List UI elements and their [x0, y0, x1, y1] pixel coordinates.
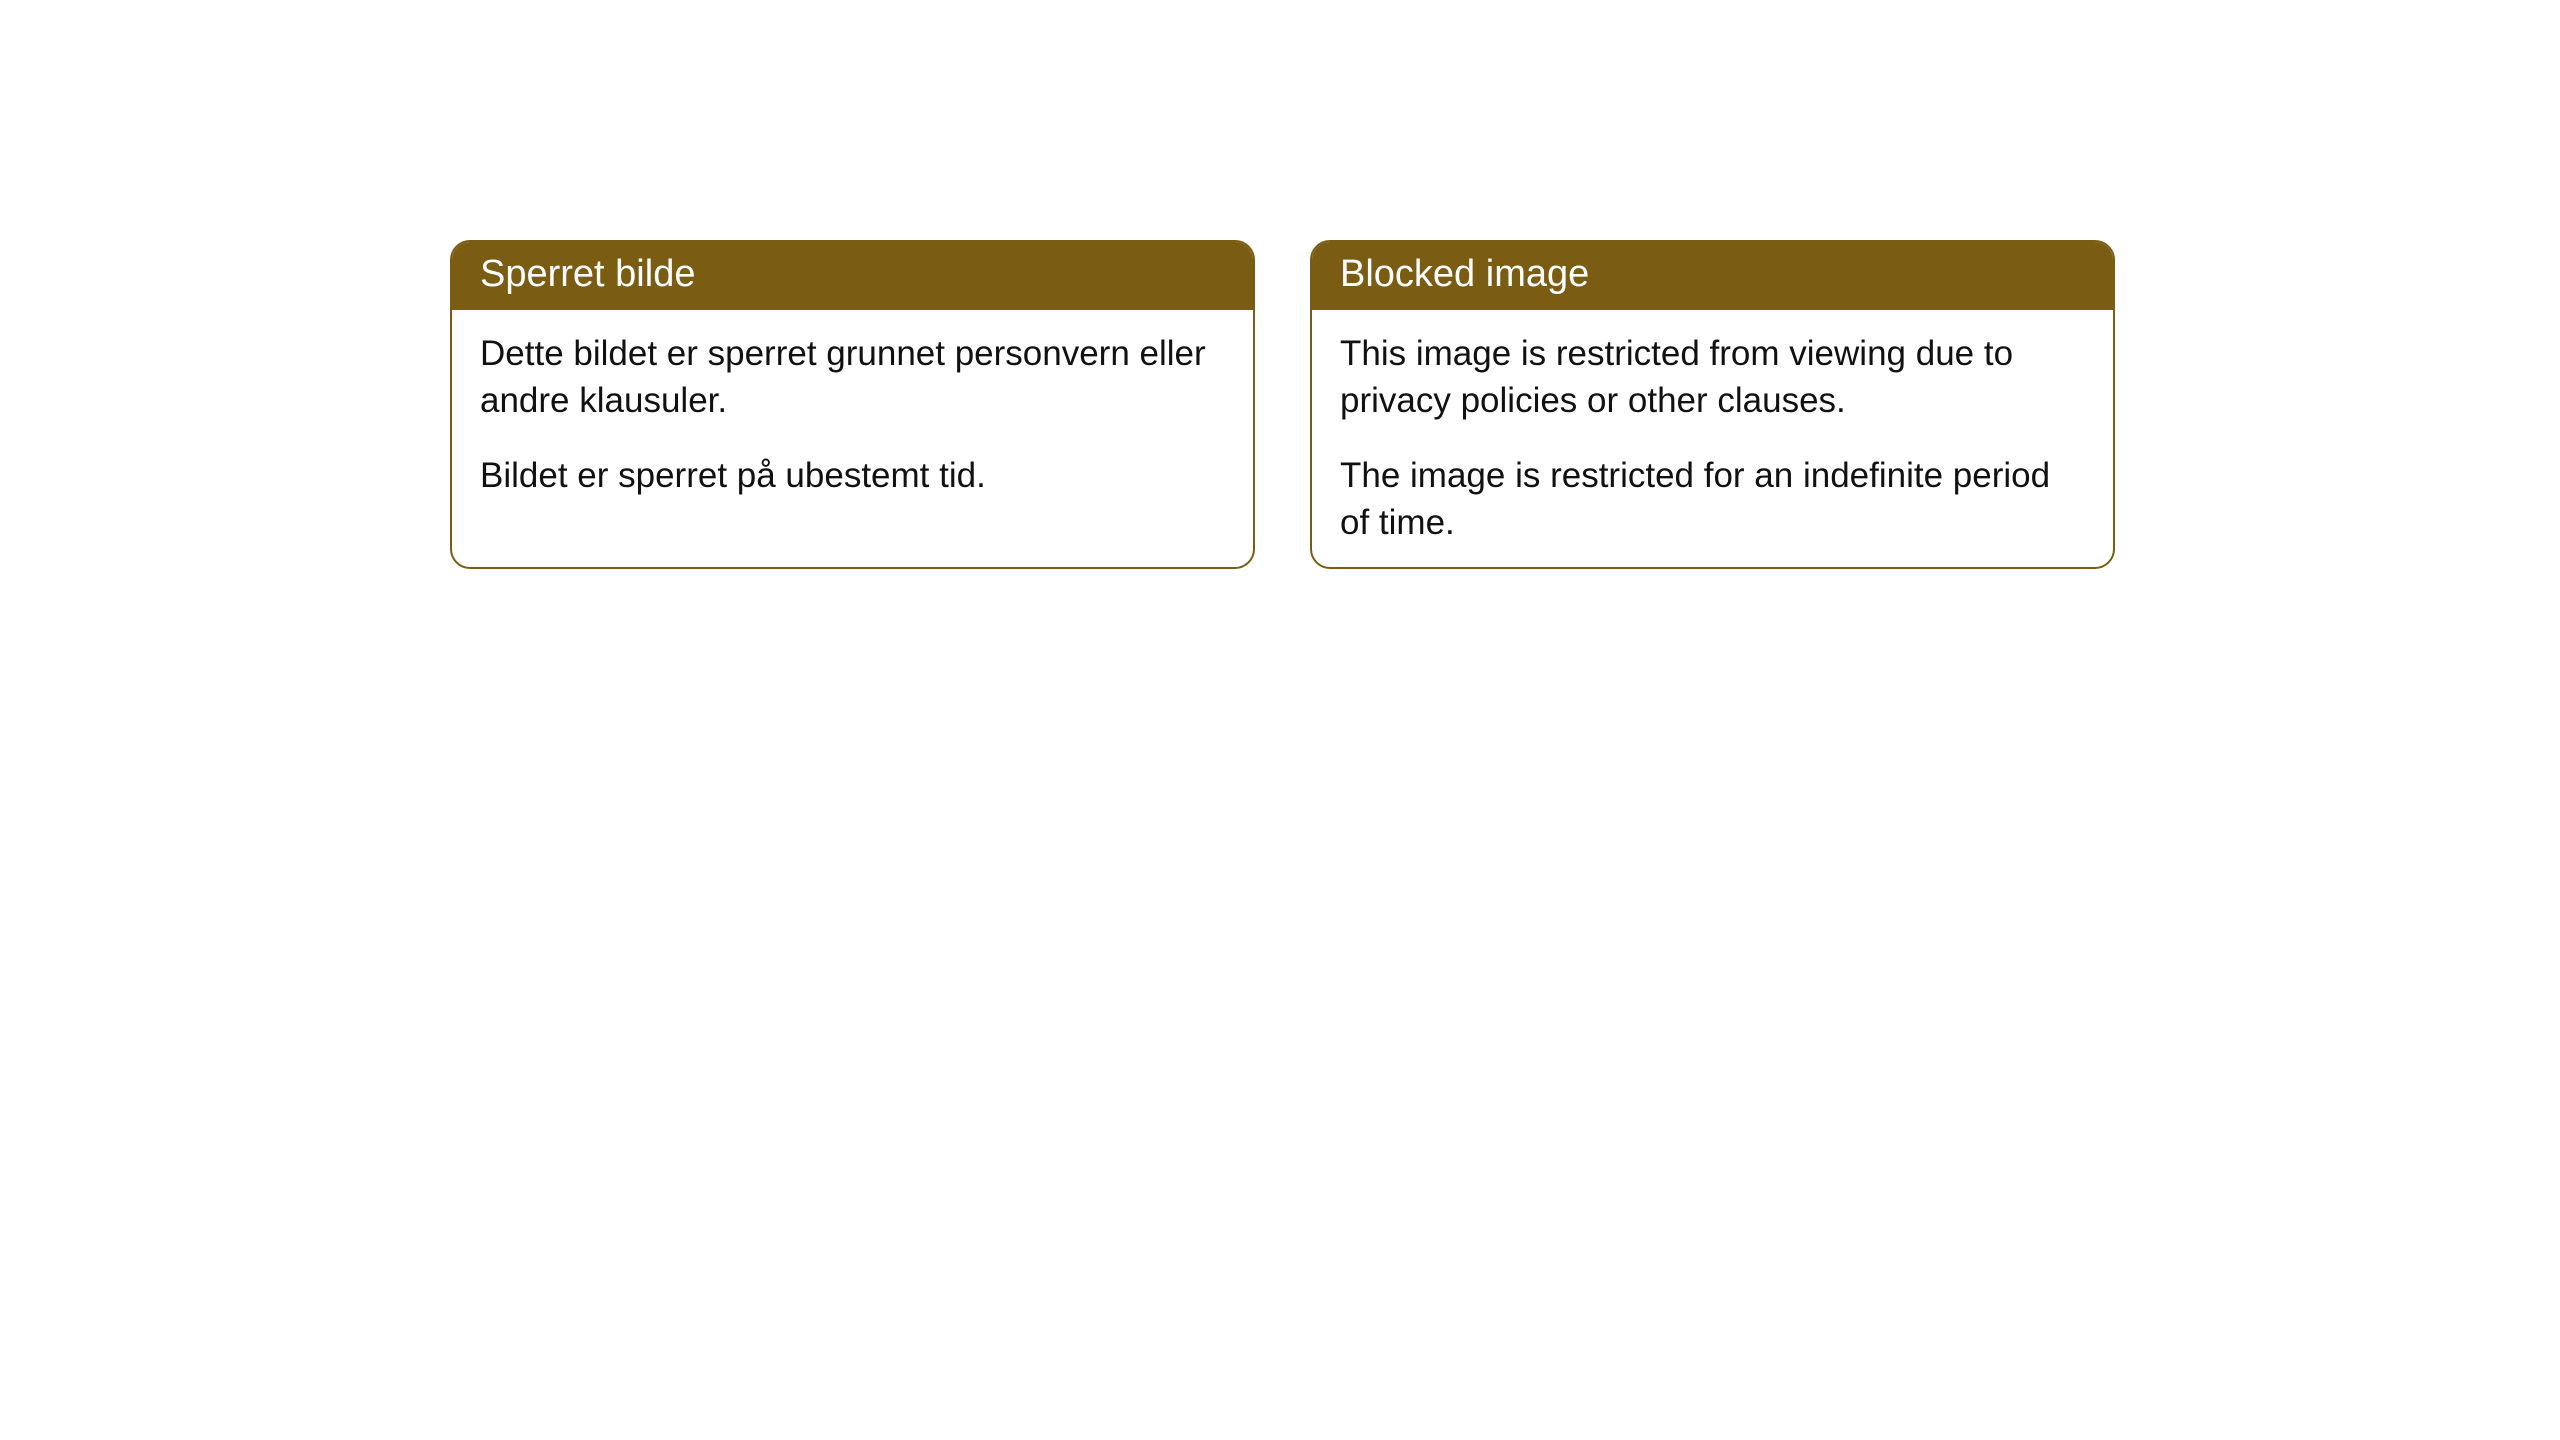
- notice-body-english: This image is restricted from viewing du…: [1312, 310, 2113, 567]
- notice-title: Sperret bilde: [480, 253, 695, 295]
- notice-paragraph: The image is restricted for an indefinit…: [1340, 452, 2085, 547]
- notice-paragraph: Bildet er sperret på ubestemt tid.: [480, 452, 1225, 499]
- notice-title: Blocked image: [1340, 253, 1589, 295]
- notice-card-norwegian: Sperret bilde Dette bildet er sperret gr…: [450, 240, 1255, 569]
- notice-header-norwegian: Sperret bilde: [452, 242, 1253, 310]
- notice-container: Sperret bilde Dette bildet er sperret gr…: [0, 0, 2560, 569]
- notice-paragraph: Dette bildet er sperret grunnet personve…: [480, 330, 1225, 425]
- notice-header-english: Blocked image: [1312, 242, 2113, 310]
- notice-paragraph: This image is restricted from viewing du…: [1340, 330, 2085, 425]
- notice-body-norwegian: Dette bildet er sperret grunnet personve…: [452, 310, 1253, 540]
- notice-card-english: Blocked image This image is restricted f…: [1310, 240, 2115, 569]
